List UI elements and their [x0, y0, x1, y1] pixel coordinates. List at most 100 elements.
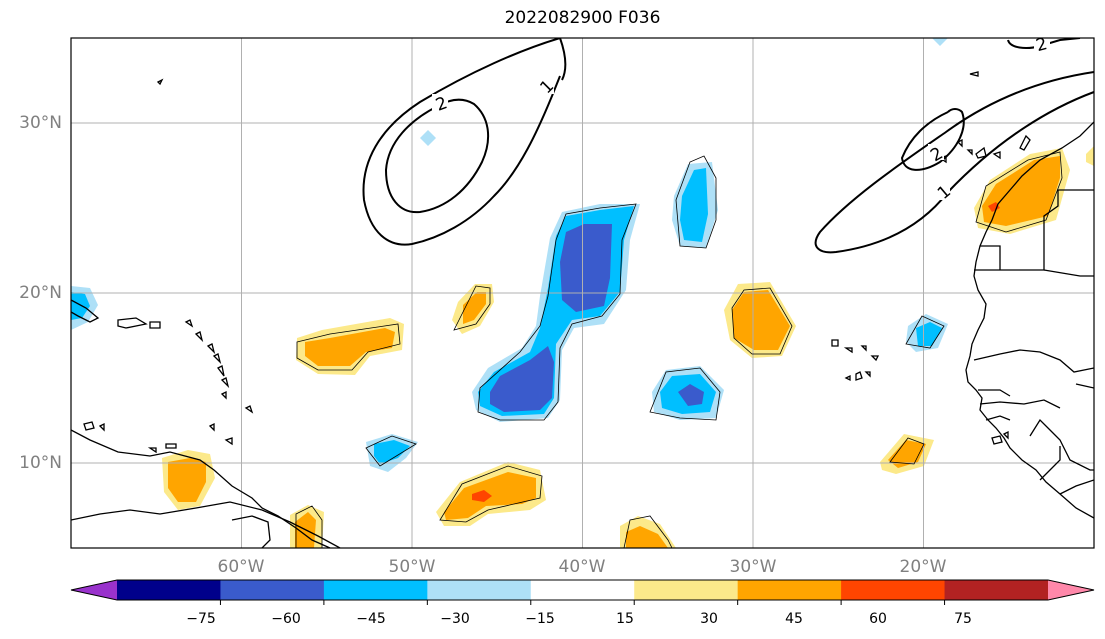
lat-tick-label: 20°N: [19, 283, 62, 303]
warm-anomaly-region: [888, 440, 926, 468]
colorbar-tick-label: −75: [186, 611, 216, 627]
strong-cool-core: [560, 224, 612, 312]
island-outline: [966, 149, 973, 156]
anomaly-outline: [975, 151, 1063, 233]
island-outline: [220, 377, 230, 389]
border: [1039, 446, 1061, 481]
anomaly-fill-layer: [71, 38, 1094, 548]
island-outline: [117, 317, 148, 329]
anomaly-outline: [731, 287, 793, 355]
map-title: 2022082900 F036: [504, 8, 661, 28]
island-outline: [843, 347, 853, 354]
cool-anomaly-region: [71, 292, 90, 320]
coastline: [71, 501, 341, 548]
island-outline: [844, 374, 851, 382]
island-outline: [83, 421, 95, 431]
island-outline: [991, 435, 1003, 445]
colorbar-tick-label: −45: [356, 611, 386, 627]
lon-tick-label: 20°W: [900, 557, 947, 577]
warm-anomaly-region: [626, 526, 668, 548]
colorbar-segment: [117, 580, 221, 600]
coastline: [71, 429, 331, 548]
anomaly-outline: [905, 315, 945, 349]
contour-line: [384, 98, 490, 214]
island-outline: [156, 78, 164, 86]
lon-tick-label: 30°W: [730, 557, 777, 577]
strong-cool-core: [678, 384, 704, 406]
coastline: [965, 121, 1094, 519]
colorbar: [70, 579, 1095, 605]
cool-anomaly-region: [916, 322, 942, 346]
cool-anomaly-region: [680, 168, 708, 242]
island-outline: [244, 405, 254, 414]
border: [985, 415, 1011, 421]
island-outline: [1002, 430, 1009, 440]
colorbar-segment: [634, 580, 739, 600]
anomaly-outline: [649, 367, 721, 421]
contour-labels: 2 1 2 1 2: [432, 34, 1050, 204]
anomaly-outline: [439, 465, 543, 523]
island-outline: [149, 321, 161, 329]
island-outline: [969, 71, 979, 77]
map-area: [71, 38, 1094, 548]
colorbar-tick-label: −30: [440, 611, 470, 627]
hot-anomaly-spot: [988, 202, 1000, 212]
colorbar-tick-label: 60: [869, 611, 887, 627]
cool-anomaly-region: [932, 38, 948, 46]
island-outline: [864, 371, 871, 378]
island-outline: [194, 331, 204, 343]
contour-line: [559, 38, 567, 81]
coastline: [231, 515, 271, 548]
colorbar-tick-label: 15: [616, 611, 634, 627]
contour-label: 1: [536, 76, 558, 98]
colorbar-segment: [841, 580, 946, 600]
lat-tick-label: 10°N: [19, 453, 62, 473]
hot-anomaly-spot: [472, 490, 492, 502]
island-outline: [208, 422, 215, 432]
border: [980, 245, 1001, 270]
border: [974, 189, 1094, 271]
lon-tick-label: 40°W: [559, 557, 606, 577]
island-outline: [165, 443, 177, 449]
colorbar-segment: [323, 580, 428, 600]
border: [1029, 418, 1094, 471]
colorbar-tick-labels: −75 −60 −45 −30 −15 15 30 45 60 75: [186, 611, 972, 627]
anomaly-outline: [889, 437, 925, 465]
island-outline: [147, 447, 157, 454]
colorbar-tick-label: 45: [785, 611, 803, 627]
colorbar-segment: [530, 580, 635, 600]
island-outline: [98, 422, 105, 432]
island-outline: [855, 371, 863, 381]
anomaly-outline: [296, 323, 401, 371]
island-outline: [184, 319, 194, 328]
warm-anomaly-region: [1086, 146, 1094, 166]
island-outline: [206, 343, 216, 355]
colorbar-extend-high: [1048, 580, 1094, 600]
colorbar-tick-label: −60: [271, 611, 301, 627]
colorbar-tick-label: 30: [700, 611, 718, 627]
warm-anomaly-region: [168, 458, 206, 502]
island-outline: [1019, 134, 1031, 151]
colorbar-outline: [70, 579, 1095, 601]
anomaly-outline: [365, 435, 417, 467]
latitude-tick-labels: 30°N 20°N 10°N: [19, 113, 62, 473]
longitude-tick-labels: 60°W 50°W 40°W 30°W 20°W: [218, 557, 947, 577]
strong-cool-core: [490, 346, 554, 412]
contour-line: [814, 71, 1094, 254]
lon-tick-label: 50°W: [389, 557, 436, 577]
colorbar-segment: [944, 580, 1049, 600]
island-outline: [71, 299, 100, 323]
colorbar-extend-low: [71, 580, 117, 600]
border: [979, 399, 1061, 409]
colorbar-segment: [427, 580, 532, 600]
island-outline: [224, 437, 233, 446]
gridlines: [71, 38, 1094, 548]
anomaly-outline: [453, 285, 491, 331]
anomaly-outline: [623, 515, 673, 548]
island-outline: [831, 339, 839, 347]
warm-anomaly-region: [732, 290, 790, 350]
island-outline: [956, 138, 963, 148]
colorbar-segment: [220, 580, 325, 600]
colorbar-tick-label: −15: [525, 611, 555, 627]
